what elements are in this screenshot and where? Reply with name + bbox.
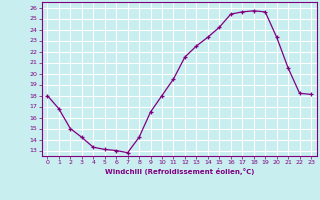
X-axis label: Windchill (Refroidissement éolien,°C): Windchill (Refroidissement éolien,°C) <box>105 168 254 175</box>
